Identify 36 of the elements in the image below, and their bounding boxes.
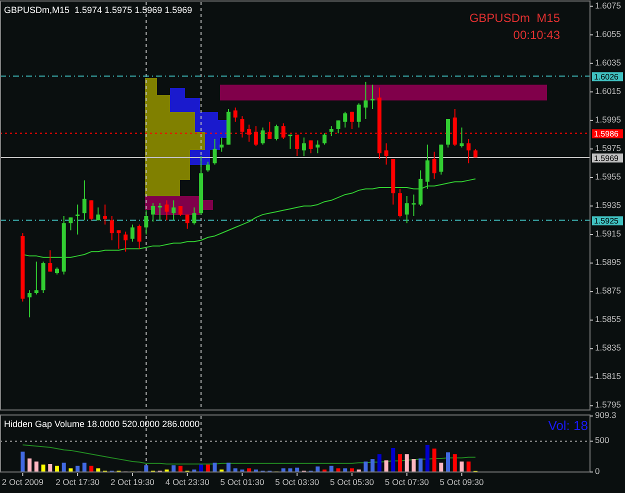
x-tick-label: 2 Oct 2009 bbox=[2, 477, 44, 487]
y-tick-label: 909.3 bbox=[595, 410, 617, 420]
y-tick-label: 1.6035 bbox=[595, 57, 622, 68]
y-tick-label: 1.5935 bbox=[595, 200, 622, 210]
y-tick-label: 1.5895 bbox=[595, 257, 622, 268]
y-tick-label: 1.5855 bbox=[595, 314, 622, 324]
y-tick-label: 0 bbox=[595, 466, 600, 476]
text: Vol: 18 bbox=[548, 418, 588, 433]
x-tick-label: 5 Oct 05:30 bbox=[330, 477, 374, 487]
y-tick-label: 1.6075 bbox=[595, 0, 622, 10]
ref-line-label: 1.5986 bbox=[594, 130, 620, 139]
y-tick-label: 500 bbox=[595, 435, 610, 446]
y-tick-label: 1.5875 bbox=[595, 286, 622, 296]
x-tick-label: 5 Oct 01:30 bbox=[220, 477, 264, 487]
y-tick-label: 1.5975 bbox=[595, 142, 622, 153]
chart-title: Hidden Gap Volume 18.0000 520.0000 286.0000 bbox=[4, 419, 200, 429]
ref-line-label: 1.6026 bbox=[594, 72, 620, 82]
x-tick-label: 4 Oct 23:30 bbox=[165, 477, 210, 487]
text: 00:10:43 bbox=[513, 28, 560, 42]
y-tick-label: 1.5835 bbox=[595, 342, 622, 353]
y-tick-label: 1.5955 bbox=[595, 171, 622, 182]
x-tick-label: 5 Oct 07:30 bbox=[384, 477, 430, 487]
y-tick-label: 1.5795 bbox=[595, 400, 622, 410]
y-tick-label: 1.5995 bbox=[595, 114, 622, 124]
x-tick-label: 2 Oct 17:30 bbox=[56, 477, 100, 487]
y-tick-label: 1.5915 bbox=[595, 228, 622, 239]
chart-title: GBPUSDm,M15 1.5974 1.5975 1.5969 1.5969 bbox=[4, 5, 192, 15]
y-tick-label: 1.6015 bbox=[595, 86, 622, 96]
y-tick-label: 1.6055 bbox=[595, 28, 622, 39]
ref-line-label: 1.5925 bbox=[594, 216, 620, 226]
x-tick-label: 5 Oct 09:30 bbox=[440, 477, 484, 487]
y-tick-label: 1.5815 bbox=[595, 371, 622, 382]
x-tick-label: 2 Oct 19:30 bbox=[110, 477, 155, 487]
x-tick-label: 5 Oct 03:30 bbox=[275, 477, 320, 487]
annotation: GBPUSDm M15 bbox=[469, 11, 560, 25]
ref-line-label: 1.5969 bbox=[594, 154, 620, 163]
